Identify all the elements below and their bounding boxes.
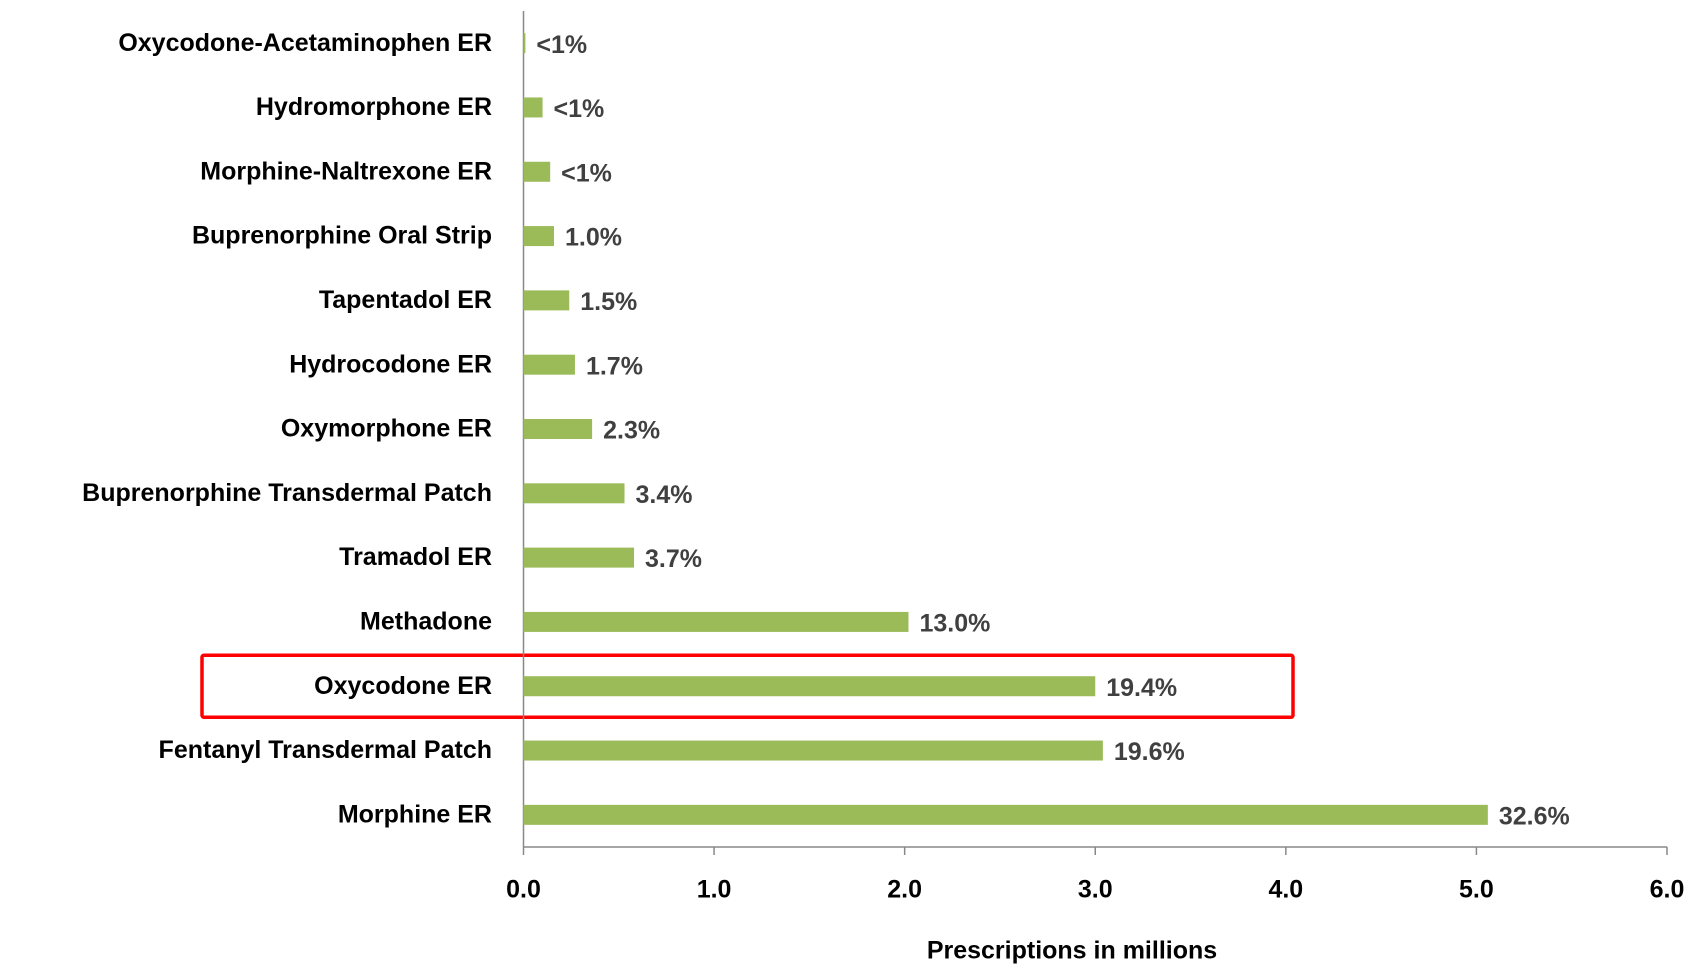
- bar: [523, 804, 1488, 825]
- bar: [523, 419, 593, 439]
- bar: [523, 354, 575, 375]
- data-label: 1.5%: [580, 288, 637, 316]
- bar: [523, 97, 543, 118]
- y-tick-label: Morphine-Naltrexone ER: [200, 157, 492, 185]
- bar: [523, 611, 909, 632]
- y-tick-label: Methadone: [360, 608, 492, 636]
- data-label: <1%: [561, 159, 612, 187]
- y-tick-label: Oxymorphone ER: [281, 415, 492, 443]
- bar: [523, 161, 551, 182]
- x-tick-label: 1.0: [697, 876, 732, 904]
- bar: [523, 290, 570, 311]
- y-tick-label: Buprenorphine Transdermal Patch: [82, 479, 492, 507]
- bar: [523, 676, 1096, 697]
- x-tick-label: 0.0: [506, 876, 541, 904]
- data-label: 32.6%: [1499, 802, 1570, 830]
- y-tick-label: Morphine ER: [338, 800, 492, 828]
- bar: [523, 483, 625, 504]
- data-label: <1%: [536, 31, 587, 59]
- x-axis-title: Prescriptions in millions: [927, 937, 1217, 965]
- data-label: 19.4%: [1106, 674, 1177, 702]
- y-tick-label: Tapentadol ER: [319, 286, 492, 314]
- data-label: 3.4%: [636, 481, 693, 509]
- bar: [523, 33, 526, 54]
- x-tick-label: 5.0: [1459, 876, 1494, 904]
- x-tick-label: 6.0: [1650, 876, 1685, 904]
- y-tick-label: Tramadol ER: [339, 543, 492, 571]
- y-tick-label: Buprenorphine Oral Strip: [192, 222, 492, 250]
- x-tick-label: 2.0: [887, 876, 922, 904]
- data-label: 13.0%: [919, 610, 990, 638]
- data-label: 1.7%: [586, 352, 643, 380]
- x-tick-label: 4.0: [1268, 876, 1303, 904]
- y-tick-label: Hydrocodone ER: [289, 350, 492, 378]
- y-tick-label: Oxycodone ER: [314, 672, 492, 700]
- data-label: 2.3%: [603, 417, 660, 445]
- highlight-box: [200, 653, 1295, 719]
- bar: [523, 547, 635, 568]
- data-label: 3.7%: [645, 545, 702, 573]
- y-tick-label: Fentanyl Transdermal Patch: [159, 736, 492, 764]
- bar: [523, 226, 554, 247]
- y-tick-label: Oxycodone-Acetaminophen ER: [118, 29, 492, 57]
- y-tick-label: Hydromorphone ER: [256, 93, 492, 121]
- data-label: 1.0%: [565, 224, 622, 252]
- x-tick-label: 3.0: [1078, 876, 1113, 904]
- data-label: 19.6%: [1114, 738, 1185, 766]
- data-label: <1%: [554, 95, 605, 123]
- bar: [523, 740, 1103, 761]
